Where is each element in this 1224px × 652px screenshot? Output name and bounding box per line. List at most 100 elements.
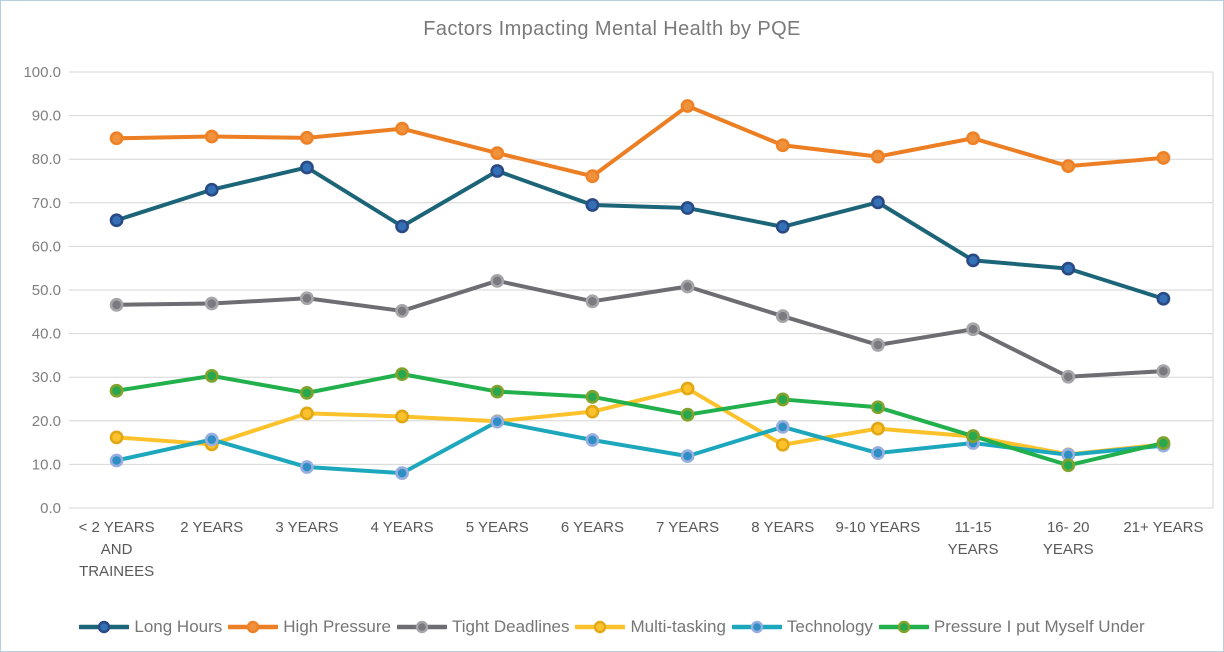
legend-label-pressure-i-put-myself-under: Pressure I put Myself Under xyxy=(933,617,1145,636)
x-axis-tick-label: 6 YEARS xyxy=(561,519,624,536)
data-point-marker xyxy=(966,322,980,337)
data-point-marker xyxy=(300,385,314,400)
data-point-marker xyxy=(490,414,505,429)
data-point-marker xyxy=(680,449,695,464)
data-point-marker xyxy=(585,294,600,309)
data-point-marker xyxy=(775,219,790,234)
data-point-marker xyxy=(109,213,124,228)
multi-tasking-legend-marker-icon xyxy=(575,620,626,634)
data-point-marker xyxy=(490,273,505,288)
data-point-marker xyxy=(1061,369,1076,384)
data-point-marker xyxy=(300,291,314,306)
high-pressure-legend-marker-icon xyxy=(228,620,279,634)
legend-item-high-pressure: High Pressure xyxy=(228,617,391,637)
series-line-tight-deadlines xyxy=(114,278,1166,379)
legend-label-long-hours: Long Hours xyxy=(134,617,223,636)
x-axis-tick-label: 16- 20 YEARS xyxy=(1043,519,1094,558)
data-point-marker xyxy=(585,389,600,404)
data-point-marker xyxy=(871,421,885,436)
chart-title: Factors Impacting Mental Health by PQE xyxy=(423,18,801,40)
data-point-marker xyxy=(300,130,314,145)
data-point-marker xyxy=(490,384,505,399)
data-point-marker xyxy=(775,309,790,324)
data-point-marker xyxy=(204,368,219,383)
x-axis-tick-label: 4 YEARS xyxy=(371,519,434,536)
data-point-marker xyxy=(585,404,600,419)
x-axis-tick-label: 5 YEARS xyxy=(466,519,529,536)
data-point-marker xyxy=(109,430,124,445)
data-point-marker xyxy=(1156,291,1171,306)
y-axis-tick-label: 60.0 xyxy=(32,238,61,255)
x-axis-tick-label: 9-10 YEARS xyxy=(836,519,921,536)
x-axis-tick-label: 21+ YEARS xyxy=(1123,519,1203,536)
data-point-marker xyxy=(680,381,695,396)
data-point-marker xyxy=(204,432,219,447)
data-point-marker xyxy=(680,407,695,422)
pressure-i-put-myself-under-legend-marker-icon xyxy=(878,620,929,634)
data-point-marker xyxy=(490,146,505,160)
data-point-marker xyxy=(395,121,409,136)
y-axis-tick-label: 10.0 xyxy=(32,456,61,473)
legend-label-multi-tasking: Multi-tasking xyxy=(630,617,726,636)
x-axis-tick-label: 2 YEARS xyxy=(180,519,243,536)
data-point-marker xyxy=(871,446,885,460)
data-point-marker xyxy=(1061,261,1076,276)
data-point-marker xyxy=(1156,364,1171,378)
data-point-marker xyxy=(680,279,695,294)
data-point-marker xyxy=(395,304,409,318)
legend-label-high-pressure: High Pressure xyxy=(283,617,391,636)
data-point-marker xyxy=(300,406,314,421)
data-point-marker xyxy=(871,149,885,164)
x-axis-tick-label: 8 YEARS xyxy=(751,519,814,536)
tight-deadlines-legend-marker-icon xyxy=(396,620,447,634)
data-point-marker xyxy=(109,297,124,312)
y-axis-tick-label: 100.0 xyxy=(23,64,61,81)
data-point-marker xyxy=(395,466,409,481)
data-point-marker xyxy=(775,138,790,153)
legend-label-tight-deadlines: Tight Deadlines xyxy=(451,617,570,636)
data-point-marker xyxy=(871,195,885,210)
data-point-marker xyxy=(966,253,980,268)
data-point-marker xyxy=(300,160,314,175)
data-point-marker xyxy=(585,169,600,184)
data-point-marker xyxy=(775,420,790,434)
data-point-marker xyxy=(585,433,600,447)
data-point-marker xyxy=(775,437,790,452)
chart-legend: Long Hours High Pressure Tight Deadlines Mu… xyxy=(1,617,1223,637)
data-point-marker xyxy=(204,129,219,144)
legend-item-long-hours: Long Hours xyxy=(79,617,222,637)
data-point-marker xyxy=(871,400,885,415)
legend-label-technology: Technology xyxy=(786,617,873,636)
data-point-marker xyxy=(395,219,409,234)
data-point-marker xyxy=(109,383,124,398)
data-point-marker xyxy=(966,131,980,146)
y-axis-tick-label: 40.0 xyxy=(32,326,61,343)
data-point-marker xyxy=(966,429,980,443)
data-point-marker xyxy=(871,338,885,352)
legend-item-multi-tasking: Multi-tasking xyxy=(575,617,726,637)
legend-item-pressure-i-put-myself-under: Pressure I put Myself Under xyxy=(878,617,1145,637)
y-axis-tick-label: 70.0 xyxy=(32,195,61,212)
data-point-marker xyxy=(490,164,505,178)
data-point-marker xyxy=(109,453,124,468)
long-hours-legend-marker-icon xyxy=(79,620,130,634)
technology-legend-marker-icon xyxy=(731,620,782,634)
series-line-high-pressure xyxy=(114,104,1166,179)
data-point-marker xyxy=(1156,436,1171,450)
x-axis-tick-label: 3 YEARS xyxy=(275,519,338,536)
data-point-marker xyxy=(395,409,409,424)
y-axis-tick-label: 50.0 xyxy=(32,282,61,299)
series-line-long-hours xyxy=(114,165,1166,301)
y-axis-tick-label: 0.0 xyxy=(40,500,61,517)
data-point-marker xyxy=(109,131,124,146)
series-line-technology xyxy=(114,419,1166,476)
legend-item-tight-deadlines: Tight Deadlines xyxy=(396,617,570,637)
data-point-marker xyxy=(1061,458,1076,473)
data-point-marker xyxy=(680,201,695,215)
data-point-marker xyxy=(204,182,219,197)
x-axis-tick-label: 11-15 YEARS xyxy=(948,519,999,558)
data-point-marker xyxy=(395,367,409,382)
data-point-marker xyxy=(204,296,219,311)
data-point-marker xyxy=(680,99,695,113)
